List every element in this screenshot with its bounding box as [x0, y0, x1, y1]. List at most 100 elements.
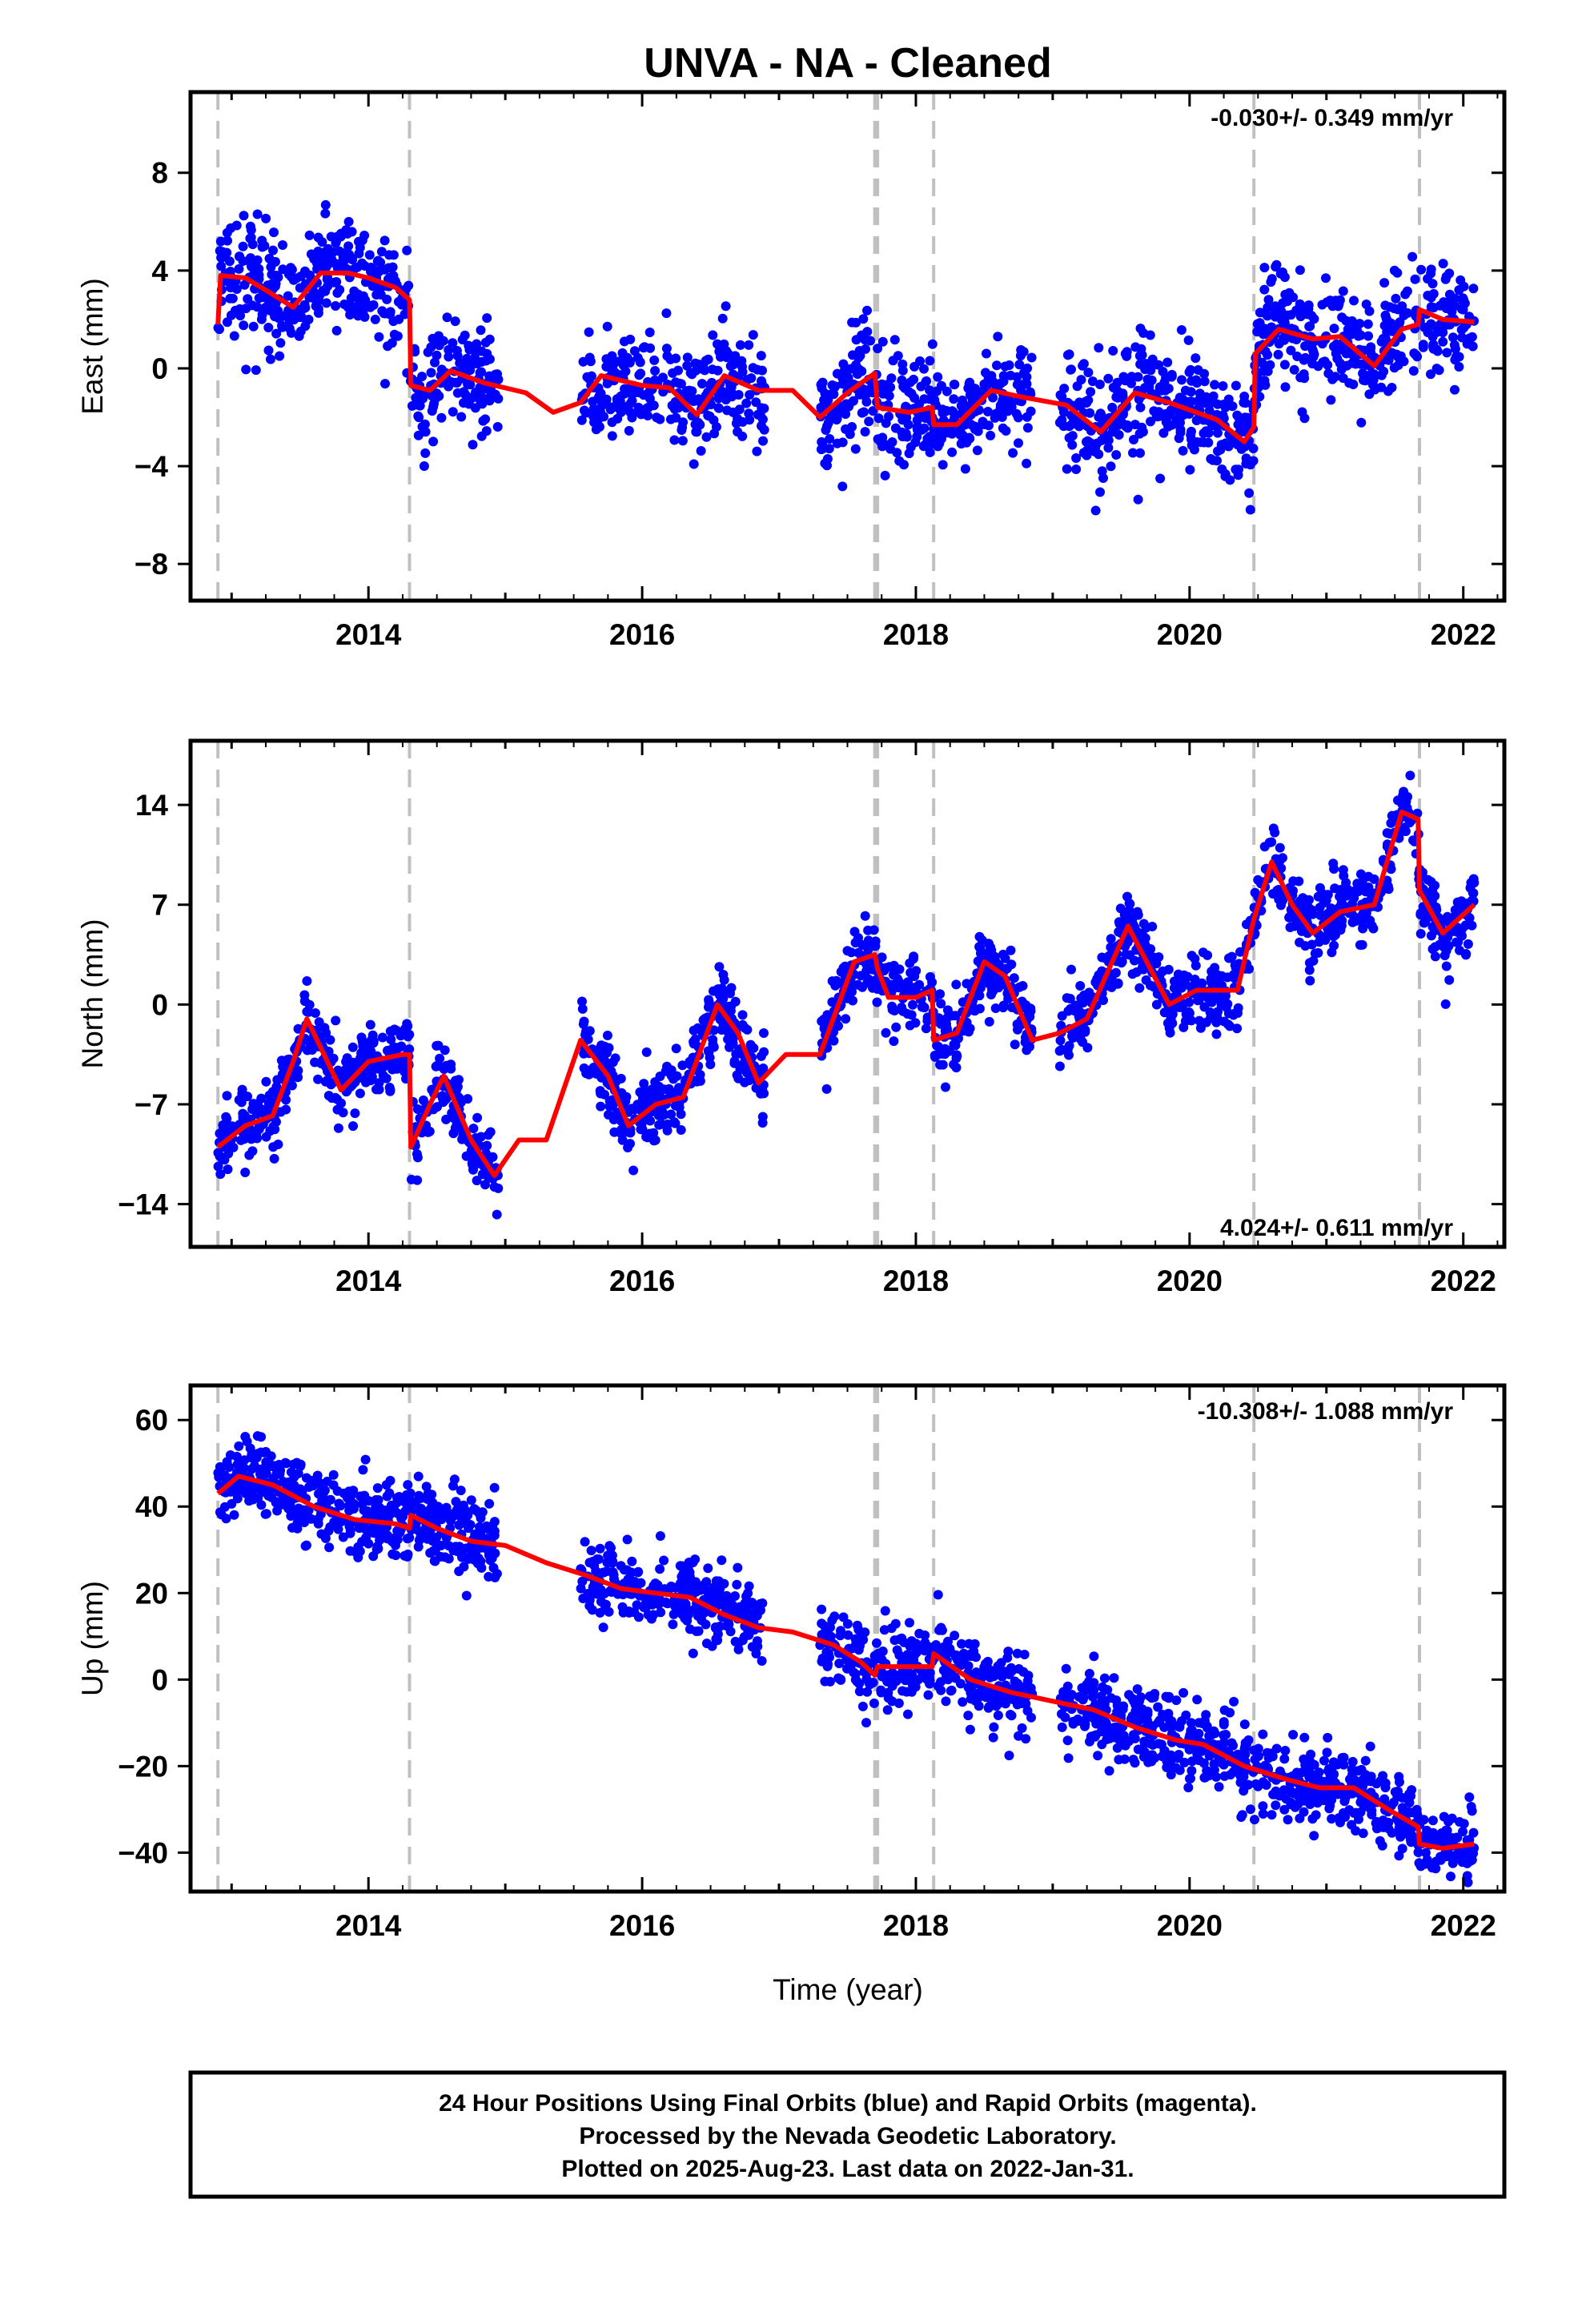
data-point — [1151, 959, 1162, 969]
data-point — [1056, 1020, 1066, 1031]
data-point — [704, 995, 714, 1005]
data-point — [261, 1076, 271, 1087]
data-point — [346, 253, 356, 263]
data-point — [862, 1687, 873, 1697]
data-point — [1130, 955, 1139, 966]
data-point — [934, 433, 945, 444]
data-point — [964, 379, 974, 389]
x-tick-label: 2022 — [1431, 1265, 1496, 1297]
data-point — [270, 312, 280, 322]
data-point — [882, 1705, 893, 1715]
data-point — [851, 360, 861, 370]
data-point — [1171, 1695, 1182, 1706]
data-point — [1363, 319, 1373, 329]
data-point — [857, 1701, 868, 1711]
data-point — [366, 1068, 376, 1078]
data-point — [239, 320, 249, 331]
data-point — [853, 369, 863, 380]
data-point — [692, 427, 702, 437]
data-point — [1283, 1815, 1293, 1825]
data-point — [386, 1035, 396, 1044]
data-point — [466, 392, 476, 403]
data-point — [1071, 464, 1082, 474]
data-point — [1191, 375, 1202, 385]
data-point — [240, 1111, 250, 1121]
data-point — [1166, 420, 1177, 430]
data-point — [472, 359, 482, 369]
data-point — [331, 301, 341, 311]
data-point — [1006, 370, 1016, 380]
data-point — [758, 436, 768, 446]
data-point — [467, 1158, 477, 1168]
data-point — [476, 431, 487, 441]
data-point — [902, 1009, 913, 1019]
data-point — [1014, 1664, 1024, 1674]
data-point — [756, 411, 766, 421]
data-point — [299, 301, 309, 312]
data-point — [1418, 342, 1428, 352]
data-point — [1135, 448, 1145, 458]
data-point — [257, 242, 267, 252]
data-point — [379, 1062, 389, 1072]
data-point — [360, 1454, 371, 1465]
data-point — [378, 1070, 388, 1080]
data-point — [949, 1039, 959, 1050]
x-tick-label: 2020 — [1157, 1265, 1223, 1297]
data-point — [450, 1123, 460, 1133]
y-tick-label: −7 — [135, 1088, 168, 1121]
data-point — [677, 422, 688, 432]
data-point — [1394, 1851, 1404, 1861]
data-point — [1274, 339, 1284, 349]
data-point — [1355, 319, 1365, 329]
data-point — [886, 373, 897, 384]
data-point — [291, 273, 302, 283]
data-point — [949, 380, 959, 390]
data-point — [863, 959, 873, 969]
data-point — [969, 390, 979, 400]
data-point — [382, 1507, 392, 1518]
data-point — [1125, 899, 1135, 909]
data-point — [1155, 473, 1166, 484]
data-point — [737, 1010, 748, 1020]
data-point — [616, 1561, 626, 1571]
data-point — [1411, 350, 1421, 360]
data-point — [636, 409, 646, 420]
data-point — [1082, 398, 1092, 408]
data-point — [1467, 332, 1477, 342]
data-point — [1225, 1707, 1235, 1718]
data-point — [413, 1471, 424, 1482]
data-point — [998, 396, 1008, 406]
data-point — [1453, 1899, 1463, 1908]
data-point — [721, 301, 731, 312]
data-point — [476, 367, 487, 377]
data-point — [234, 263, 244, 274]
data-point — [1450, 344, 1460, 354]
data-point — [333, 1065, 343, 1076]
data-point — [325, 1035, 335, 1045]
data-point — [1454, 362, 1464, 372]
data-point — [873, 413, 884, 424]
data-point — [759, 404, 769, 413]
data-point — [689, 396, 699, 406]
data-point — [872, 1638, 881, 1648]
data-point — [947, 447, 958, 457]
data-point — [1286, 345, 1296, 356]
data-point — [1355, 869, 1366, 879]
y-tick-label: 8 — [151, 157, 168, 190]
data-point — [676, 1125, 686, 1135]
data-point — [1006, 402, 1017, 412]
data-point — [751, 397, 761, 408]
data-point — [938, 460, 948, 470]
data-point — [1098, 995, 1108, 1005]
data-point — [271, 256, 280, 267]
data-point — [998, 949, 1008, 959]
data-point — [1403, 792, 1412, 802]
data-point — [468, 440, 478, 450]
data-point — [1330, 372, 1340, 382]
data-point — [1294, 876, 1304, 887]
data-point — [1270, 827, 1280, 838]
figure-title: UNVA - NA - Cleaned — [644, 40, 1051, 86]
data-point — [1327, 947, 1337, 958]
data-point — [731, 418, 741, 428]
data-point — [1016, 345, 1026, 355]
